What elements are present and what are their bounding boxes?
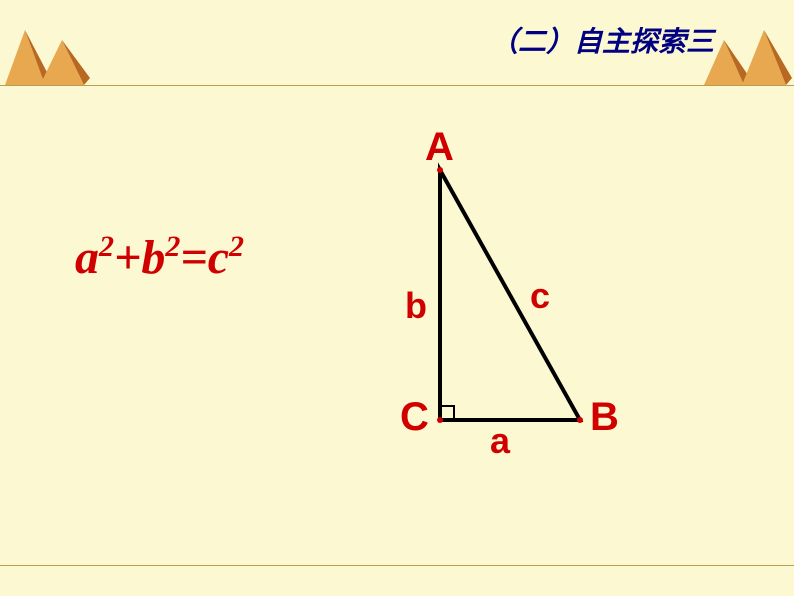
vertex-dot-b bbox=[577, 417, 583, 423]
footer-divider bbox=[0, 565, 794, 566]
pythagorean-formula: a2+b2=c2 bbox=[75, 230, 244, 285]
formula-exp2: 2 bbox=[165, 230, 180, 263]
formula-c: c bbox=[208, 231, 229, 284]
triangle-shape bbox=[440, 170, 580, 420]
side-label-a: a bbox=[490, 420, 510, 462]
formula-exp1: 2 bbox=[99, 230, 114, 263]
vertex-label-a: A bbox=[425, 125, 454, 170]
formula-eq: = bbox=[180, 231, 207, 284]
side-label-c: c bbox=[530, 275, 550, 317]
formula-a: a bbox=[75, 231, 99, 284]
vertex-label-c: C bbox=[400, 395, 429, 440]
formula-exp3: 2 bbox=[229, 230, 244, 263]
pyramid-decoration-left bbox=[0, 20, 100, 95]
formula-b: b bbox=[141, 231, 165, 284]
slide-title: （二）自主探索三 bbox=[490, 20, 714, 60]
formula-plus: + bbox=[114, 231, 141, 284]
header-divider bbox=[0, 85, 794, 86]
triangle-diagram: A B C a b c bbox=[380, 130, 680, 450]
vertex-dot-c bbox=[437, 417, 443, 423]
vertex-label-b: B bbox=[590, 395, 619, 440]
side-label-b: b bbox=[405, 285, 427, 327]
